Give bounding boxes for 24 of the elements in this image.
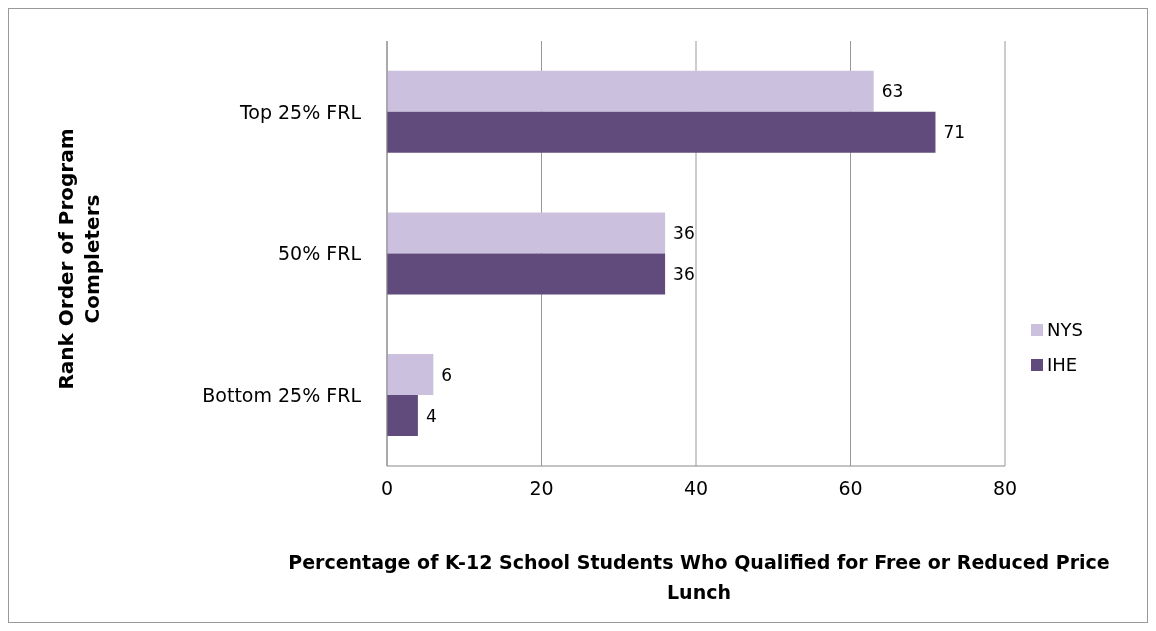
bar bbox=[387, 111, 936, 153]
data-label: 63 bbox=[881, 81, 904, 102]
x-axis-title: Percentage of K-12 School Students Who Qualified for Free or Reduced Price Lunch bbox=[287, 550, 1111, 605]
data-label: 4 bbox=[425, 405, 437, 426]
data-label: 36 bbox=[673, 263, 695, 284]
y-tick-label: 50% FRL bbox=[278, 242, 362, 265]
x-tick-label: 20 bbox=[529, 477, 554, 500]
bar bbox=[387, 253, 666, 295]
data-label: 36 bbox=[673, 222, 695, 243]
y-axis-title: Rank Order of Program Completers bbox=[53, 127, 105, 392]
x-tick-label: 80 bbox=[992, 477, 1018, 500]
legend-label: IHE bbox=[1047, 354, 1078, 375]
x-tick-label: 0 bbox=[380, 477, 394, 500]
bar bbox=[387, 212, 666, 254]
bar bbox=[387, 70, 874, 112]
legend-label: NYS bbox=[1047, 319, 1083, 340]
y-tick-label: Top 25% FRL bbox=[238, 100, 362, 123]
y-tick-label: Bottom 25% FRL bbox=[202, 383, 362, 406]
x-tick-label: 60 bbox=[838, 477, 863, 500]
data-label: 71 bbox=[943, 122, 966, 143]
x-tick-label: 40 bbox=[683, 477, 709, 500]
bar bbox=[387, 395, 418, 437]
data-label: 6 bbox=[441, 364, 453, 385]
bar bbox=[387, 354, 434, 396]
